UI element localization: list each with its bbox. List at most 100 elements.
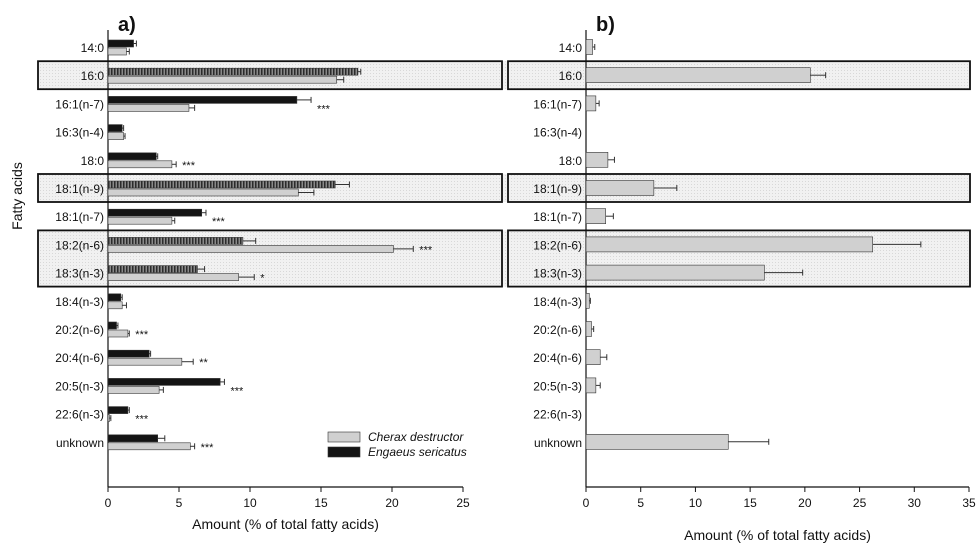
significance-marker: *** <box>212 216 226 228</box>
category-label: 14:0 <box>81 41 105 55</box>
bar <box>107 104 190 112</box>
significance-marker: *** <box>135 414 149 426</box>
bar <box>107 378 221 386</box>
legend-label: Cherax destructor <box>368 430 464 444</box>
bar <box>585 208 606 224</box>
significance-marker: ** <box>199 357 208 369</box>
x-tick-label: 35 <box>962 496 976 510</box>
x-tick-label: 30 <box>908 496 922 510</box>
highlight-frame <box>507 173 971 203</box>
y-axis-label: Fatty acids <box>9 162 25 230</box>
x-tick-label: 25 <box>853 496 867 510</box>
x-tick-label: 15 <box>314 496 328 510</box>
bar <box>107 357 183 366</box>
significance-marker: *** <box>419 244 433 256</box>
bar <box>585 292 590 309</box>
bar <box>585 67 811 83</box>
bar <box>107 237 244 245</box>
x-tick-label: 20 <box>798 496 812 510</box>
bar <box>107 216 173 225</box>
category-label: 18:1(n-9) <box>55 182 104 196</box>
bar <box>107 442 191 451</box>
highlight-frame <box>37 60 503 91</box>
highlight-background-layer <box>37 60 971 288</box>
bar <box>107 329 129 338</box>
bar <box>585 95 597 112</box>
bar <box>585 264 765 281</box>
category-label: 22:6(n-3) <box>533 408 582 422</box>
category-label: 18:1(n-9) <box>533 182 582 196</box>
panel-label: b) <box>596 14 615 36</box>
significance-marker: *** <box>201 442 215 454</box>
category-label: 22:6(n-3) <box>55 408 104 422</box>
category-label: unknown <box>56 436 104 450</box>
significance-marker: *** <box>135 329 149 341</box>
category-label: 18:1(n-7) <box>533 210 582 224</box>
x-tick-label: 25 <box>456 496 470 510</box>
highlight-frame <box>37 173 503 203</box>
bar <box>107 208 203 217</box>
bar <box>585 321 592 337</box>
bar <box>585 152 609 168</box>
bar <box>107 124 123 132</box>
category-label: 16:3(n-4) <box>533 126 582 140</box>
panel-label: a) <box>118 14 136 36</box>
bar <box>107 293 122 302</box>
bar <box>107 67 359 76</box>
category-label: 18:3(n-3) <box>533 267 582 281</box>
bar <box>107 39 134 48</box>
x-tick-label: 0 <box>105 496 112 510</box>
x-tick-label: 5 <box>176 496 183 510</box>
category-label: 18:0 <box>81 154 105 168</box>
bar <box>107 386 160 394</box>
x-tick-label: 10 <box>689 496 703 510</box>
bar <box>107 414 110 422</box>
category-label: 16:1(n-7) <box>533 97 582 111</box>
bar <box>107 180 336 189</box>
bar <box>107 96 298 104</box>
category-label: 18:4(n-3) <box>533 295 582 309</box>
bar <box>107 132 124 140</box>
highlight-frame <box>37 229 503 288</box>
category-label: 20:2(n-6) <box>55 323 104 337</box>
bar <box>107 273 239 281</box>
category-label: 18:2(n-6) <box>55 238 104 252</box>
bar <box>107 265 198 273</box>
significance-marker: *** <box>182 160 196 172</box>
bar <box>107 47 127 56</box>
x-tick-label: 20 <box>385 496 399 510</box>
bar <box>585 39 593 55</box>
x-tick-label: 5 <box>637 496 644 510</box>
legend-swatch <box>327 446 361 458</box>
bar <box>107 301 123 310</box>
category-label: 18:0 <box>559 154 583 168</box>
bar <box>107 434 159 443</box>
category-label: 16:0 <box>559 69 583 83</box>
category-label: 16:1(n-7) <box>55 97 104 111</box>
category-label: 20:2(n-6) <box>533 323 582 337</box>
x-axis-label: Amount (% of total fatty acids) <box>192 516 379 532</box>
bar <box>585 349 601 366</box>
legend-swatch <box>327 431 361 443</box>
bar <box>107 406 129 414</box>
category-label: unknown <box>534 436 582 450</box>
bar <box>585 433 729 450</box>
bar <box>107 245 394 253</box>
bar <box>107 321 117 330</box>
category-label: 18:4(n-3) <box>55 295 104 309</box>
category-label: 14:0 <box>559 41 583 55</box>
category-label: 18:2(n-6) <box>533 238 582 252</box>
bar <box>107 152 157 161</box>
significance-marker: *** <box>317 103 331 115</box>
legend-label: Engaeus sericatus <box>368 445 467 459</box>
category-label: 18:1(n-7) <box>55 210 104 224</box>
bar <box>585 377 597 394</box>
x-tick-label: 10 <box>243 496 257 510</box>
category-label: 16:3(n-4) <box>55 126 104 140</box>
significance-marker: * <box>260 273 265 285</box>
category-label: 20:5(n-3) <box>55 379 104 393</box>
highlight-frame <box>507 229 971 288</box>
category-label: 20:5(n-3) <box>533 379 582 393</box>
panel-a: 0 5 10 15 20 25 Amount (% of total fatty acids… <box>55 14 470 532</box>
